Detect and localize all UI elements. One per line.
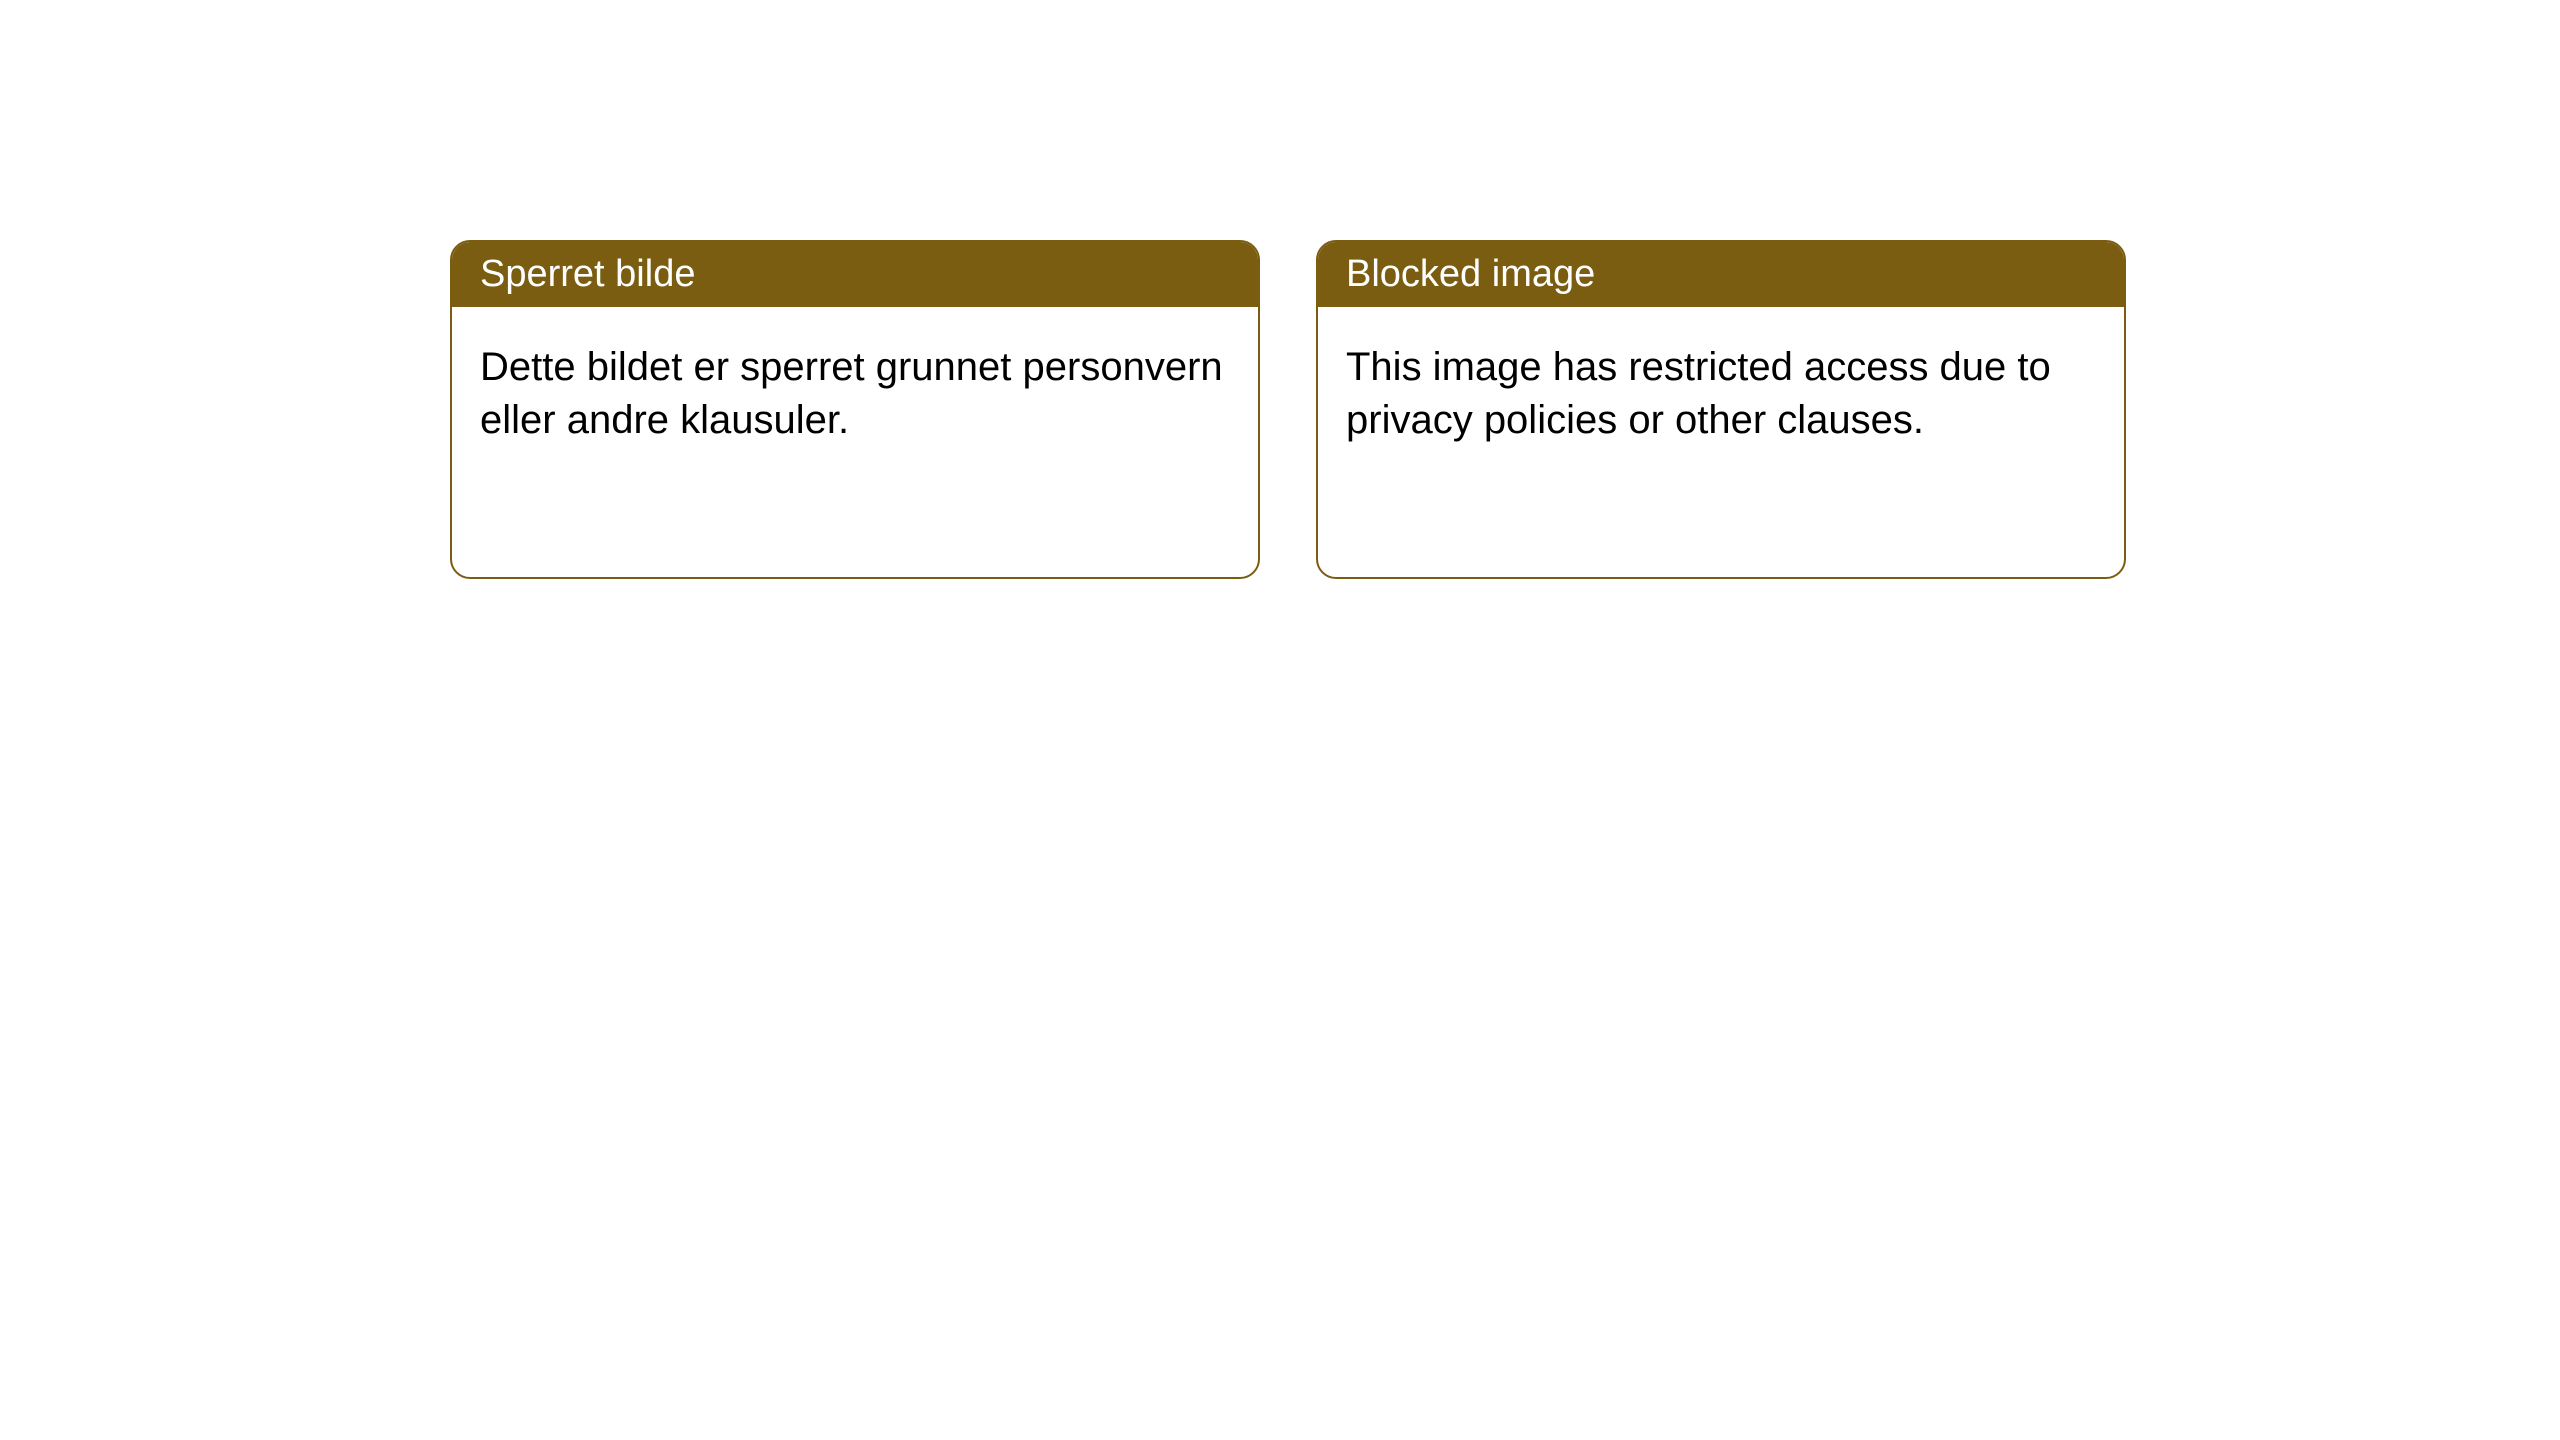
card-message: Dette bildet er sperret grunnet personve… [480, 345, 1223, 442]
card-title: Sperret bilde [480, 253, 695, 295]
card-header: Sperret bilde [452, 242, 1258, 307]
card-body: This image has restricted access due to … [1318, 307, 2124, 577]
card-message: This image has restricted access due to … [1346, 345, 2051, 442]
notice-card-norwegian: Sperret bilde Dette bildet er sperret gr… [450, 240, 1260, 579]
card-body: Dette bildet er sperret grunnet personve… [452, 307, 1258, 577]
notice-container: Sperret bilde Dette bildet er sperret gr… [450, 240, 2126, 579]
card-title: Blocked image [1346, 253, 1595, 295]
card-header: Blocked image [1318, 242, 2124, 307]
notice-card-english: Blocked image This image has restricted … [1316, 240, 2126, 579]
